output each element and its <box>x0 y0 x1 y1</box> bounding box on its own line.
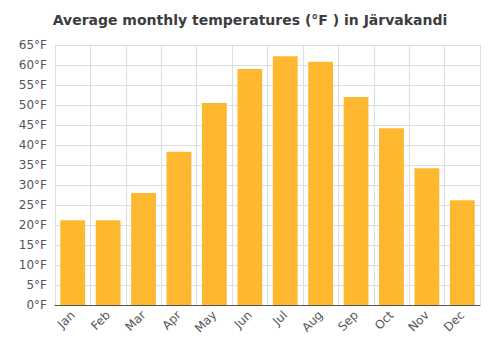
svg-text:0°F: 0°F <box>26 298 47 312</box>
svg-text:20°F: 20°F <box>19 218 47 232</box>
svg-text:Dec: Dec <box>441 308 467 334</box>
svg-text:50°F: 50°F <box>19 98 47 112</box>
svg-text:40°F: 40°F <box>19 138 47 152</box>
svg-text:55°F: 55°F <box>19 78 47 92</box>
svg-text:15°F: 15°F <box>19 238 47 252</box>
svg-text:65°F: 65°F <box>19 38 47 52</box>
svg-text:May: May <box>192 308 219 335</box>
svg-text:45°F: 45°F <box>19 118 47 132</box>
svg-text:Jun: Jun <box>231 308 255 332</box>
svg-text:Apr: Apr <box>159 308 184 333</box>
svg-text:Feb: Feb <box>88 308 113 333</box>
svg-text:Jan: Jan <box>54 308 78 332</box>
svg-text:60°F: 60°F <box>19 58 47 72</box>
svg-text:10°F: 10°F <box>19 258 47 272</box>
svg-text:Aug: Aug <box>299 308 325 334</box>
svg-text:Sep: Sep <box>335 308 361 334</box>
svg-text:25°F: 25°F <box>19 198 47 212</box>
svg-text:Jul: Jul <box>269 308 290 329</box>
svg-text:35°F: 35°F <box>19 158 47 172</box>
svg-text:30°F: 30°F <box>19 178 47 192</box>
svg-text:Mar: Mar <box>123 308 149 334</box>
svg-text:Oct: Oct <box>372 308 397 333</box>
svg-text:Nov: Nov <box>405 308 431 334</box>
svg-text:5°F: 5°F <box>26 278 47 292</box>
svg-text:Average monthly temperatures (: Average monthly temperatures (°F ) in Jä… <box>53 12 448 28</box>
